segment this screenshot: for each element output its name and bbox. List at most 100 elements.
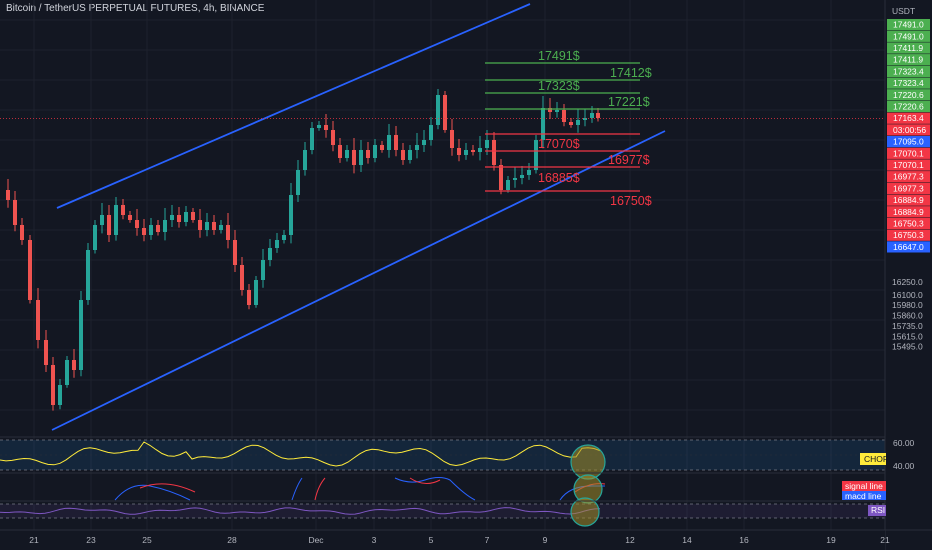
time-axis: 21 23 25 28 Dec 3 5 7 9 12 14 16 19 21 <box>0 529 932 550</box>
candle-body <box>247 290 251 305</box>
candle-body <box>590 113 594 118</box>
candle-body <box>36 300 40 340</box>
price-label-bg-1 <box>887 30 930 42</box>
chop-tick-0: 60.00 <box>893 438 915 448</box>
price-label-9: 03:00:56 <box>893 125 926 135</box>
price-label-7: 17220.6 <box>893 102 924 112</box>
y-tick-6: 15495.0 <box>892 342 923 352</box>
macd-line-seg3 <box>394 477 476 501</box>
candle-body <box>324 125 328 130</box>
y-tick-4: 15735.0 <box>892 321 923 331</box>
candle-body <box>58 385 62 405</box>
price-label-bg-5 <box>887 77 930 89</box>
candle-body <box>6 190 10 200</box>
candle-body <box>443 95 447 130</box>
candle-body <box>352 150 356 165</box>
candle-body <box>457 148 461 155</box>
candle-body <box>20 225 24 240</box>
candle-body <box>338 145 342 158</box>
signal-line-seg3 <box>409 477 441 484</box>
resistance-label-2: 17323$ <box>538 79 580 93</box>
price-axis: USDT17491.017491.017411.917411.917323.41… <box>842 0 932 550</box>
candle-body <box>212 222 216 230</box>
candle-body <box>114 205 118 235</box>
candle-body <box>520 175 524 178</box>
candle-body <box>373 145 377 158</box>
price-label-13: 16977.3 <box>893 172 924 182</box>
support-label-3: 16750$ <box>610 194 652 208</box>
candle-body <box>128 215 132 220</box>
chop-highlight-circle <box>570 444 606 480</box>
candle-body <box>478 148 482 152</box>
price-label-bg-4 <box>887 65 930 77</box>
chop-line <box>0 441 601 467</box>
price-label-bg-12 <box>887 159 930 171</box>
price-label-bg-0 <box>887 19 930 31</box>
price-label-4: 17323.4 <box>893 66 924 76</box>
candle-body <box>422 140 426 145</box>
support-label-2: 16885$ <box>538 171 580 185</box>
candle-body <box>387 135 391 150</box>
chop-badge: CHOP <box>864 454 889 464</box>
candle-body <box>240 265 244 290</box>
candles <box>6 89 600 411</box>
price-label-6: 17220.6 <box>893 90 924 100</box>
candle-body <box>254 280 258 305</box>
candle-body <box>177 215 181 222</box>
y-tick-5: 15615.0 <box>892 331 923 341</box>
x-tick-8: 9 <box>543 535 548 545</box>
candle-body <box>464 150 468 155</box>
macd-badge-bg <box>842 491 886 500</box>
y-tick-1: 16100.0 <box>892 290 923 300</box>
price-label-19: 16647.0 <box>893 242 924 252</box>
chop-tick-1: 40.00 <box>893 461 915 471</box>
price-label-bg-8 <box>887 112 930 124</box>
price-label-bg-3 <box>887 54 930 66</box>
resistance-label-3: 17221$ <box>608 95 650 109</box>
macd-line-seg <box>114 484 191 501</box>
candle-body <box>513 178 517 180</box>
price-label-5: 17323.4 <box>893 78 924 88</box>
price-label-17: 16750.3 <box>893 219 924 229</box>
candle-body <box>191 212 195 220</box>
candle-body <box>541 108 545 140</box>
candle-body <box>492 140 496 165</box>
signal-line-seg <box>139 483 196 493</box>
x-tick-0: 21 <box>29 535 39 545</box>
x-tick-2: 25 <box>142 535 152 545</box>
candle-body <box>100 215 104 225</box>
candle-body <box>65 360 69 385</box>
price-label-bg-14 <box>887 182 930 194</box>
rsi-badge-bg <box>868 505 886 516</box>
candle-body <box>135 220 139 228</box>
candle-body <box>28 240 32 300</box>
candle-body <box>79 300 83 370</box>
candle-body <box>310 128 314 150</box>
candle-body <box>331 130 335 145</box>
price-label-bg-10 <box>887 136 930 148</box>
candle-body <box>170 215 174 220</box>
candle-body <box>142 228 146 235</box>
price-label-2: 17411.9 <box>893 43 923 53</box>
x-tick-11: 16 <box>739 535 749 545</box>
y-tick-3: 15860.0 <box>892 310 923 320</box>
x-tick-12: 19 <box>826 535 836 545</box>
candle-body <box>184 212 188 222</box>
price-label-bg-15 <box>887 194 930 206</box>
price-label-15: 16884.9 <box>893 195 924 205</box>
price-label-18: 16750.3 <box>893 230 924 240</box>
candle-body <box>226 225 230 240</box>
candle-body <box>429 125 433 140</box>
candle-body <box>576 120 580 125</box>
candle-body <box>303 150 307 170</box>
candle-body <box>345 150 349 158</box>
candle-body <box>13 200 17 225</box>
candle-body <box>366 150 370 158</box>
candle-body <box>394 135 398 150</box>
price-label-16: 16884.9 <box>893 207 924 217</box>
time-axis-bg <box>0 530 885 550</box>
candle-body <box>282 235 286 240</box>
price-label-bg-6 <box>887 89 930 101</box>
price-label-14: 16977.3 <box>893 183 924 193</box>
